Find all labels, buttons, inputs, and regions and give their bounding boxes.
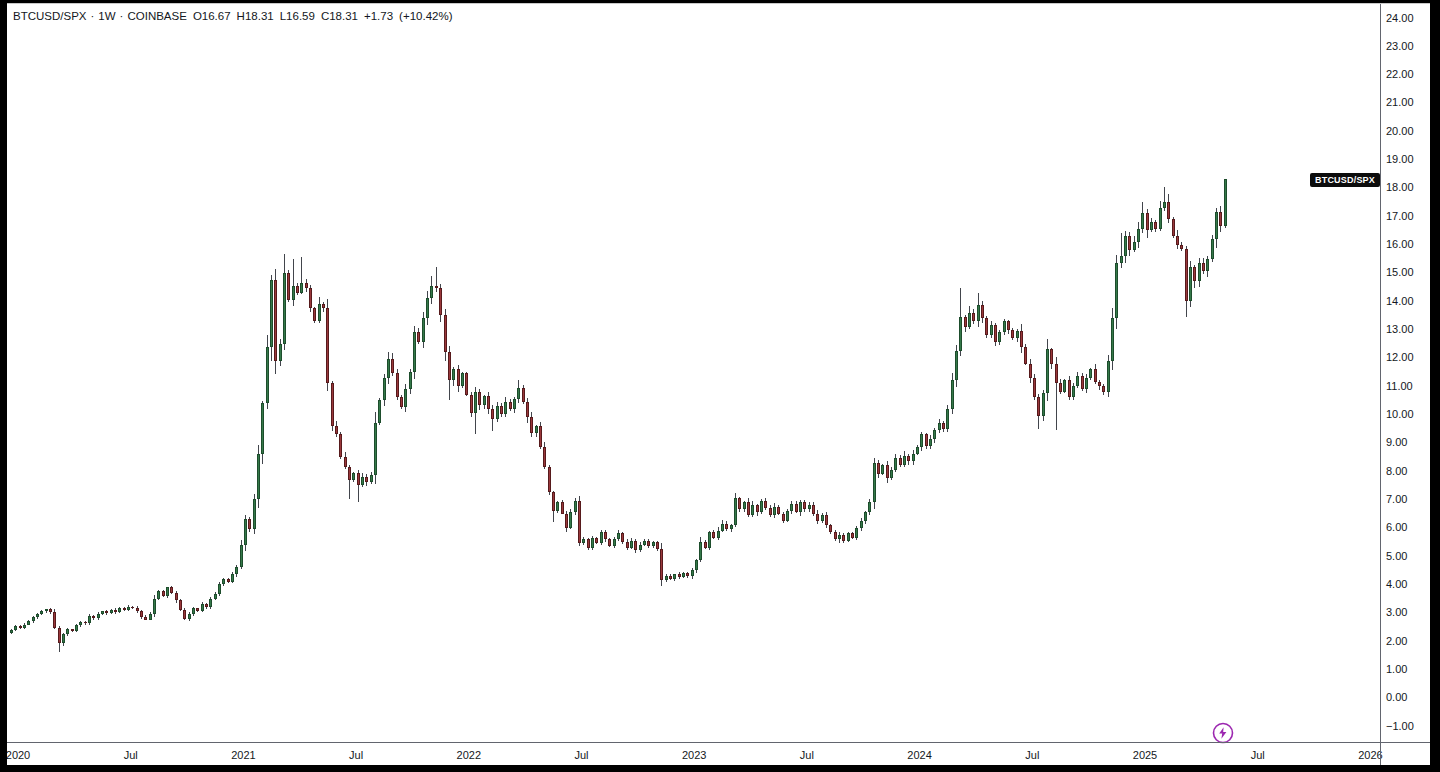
time-tick-label: 2026 [1358,749,1382,761]
time-axis-separator [7,742,1430,743]
time-tick-label: Jul [800,749,814,761]
price-tick-label: 20.00 [1386,125,1414,137]
price-tick-label: 11.00 [1386,380,1413,392]
price-tick-label: 3.00 [1386,606,1407,618]
price-tick-label: 19.00 [1386,153,1414,165]
price-tick-label: 0.00 [1386,691,1407,703]
price-axis-separator [1380,4,1381,765]
high-label: H [237,10,245,22]
price-tick-label: 9.00 [1386,436,1407,448]
price-tick-label: 23.00 [1386,40,1414,52]
price-tick-label: 4.00 [1386,578,1407,590]
price-tick-label: 12.00 [1386,351,1414,363]
price-tick-label: 18.00 [1386,181,1414,193]
price-tick-label: 15.00 [1386,266,1414,278]
high-value: 18.31 [245,10,274,22]
change-value: +1.73 [364,10,393,22]
price-tick-label: 17.00 [1386,210,1414,222]
legend-symbol[interactable]: BTCUSD/SPX [13,10,87,22]
price-tick-label: 10.00 [1386,408,1414,420]
legend-separator: · [120,10,124,22]
time-tick-label: 2023 [682,749,706,761]
low-value: 16.59 [286,10,315,22]
price-tick-label: 5.00 [1386,550,1407,562]
time-tick-label: Jul [574,749,588,761]
window-edge-top [0,0,1440,4]
time-tick-label: Jul [349,749,363,761]
legend-separator: · [91,10,95,22]
price-tick-label: 14.00 [1386,295,1414,307]
price-tick-label: 2.00 [1386,635,1407,647]
price-tick-label: 13.00 [1386,323,1414,335]
price-tick-label: 8.00 [1386,465,1407,477]
legend: BTCUSD/SPX·1W·COINBASEO16.67H18.31L16.59… [13,10,452,22]
time-tick-label: 2021 [231,749,255,761]
price-tick-label: 21.00 [1386,96,1414,108]
price-tick-label: 22.00 [1386,68,1414,80]
time-tick-label: 2025 [1133,749,1157,761]
price-tick-label: 16.00 [1386,238,1414,250]
chart-window: BTCUSD/SPX·1W·COINBASEO16.67H18.31L16.59… [0,0,1440,772]
symbol-price-label: BTCUSD/SPX [1310,173,1380,187]
price-tick-label: 1.00 [1386,663,1407,675]
price-tick-label: 7.00 [1386,493,1407,505]
window-edge-right [1430,0,1440,772]
open-value: 16.67 [202,10,231,22]
close-label: C [321,10,329,22]
change-percent: (+10.42%) [399,10,452,22]
price-tick-label: 24.00 [1386,12,1414,24]
time-tick-label: Jul [1251,749,1265,761]
legend-exchange[interactable]: COINBASE [127,10,186,22]
time-tick-label: Jul [124,749,138,761]
price-tick-label: 6.00 [1386,521,1407,533]
price-tick-label: −1.00 [1386,720,1414,732]
candlestick-chart[interactable] [0,0,1440,772]
window-edge-left [0,0,7,772]
time-tick-label: 2024 [907,749,931,761]
time-tick-label: 2020 [6,749,30,761]
price-axis[interactable]: 24.00 23.00 22.00 21.00 20.00 19.00 18.00 17.00… [1381,0,1430,742]
close-value: 18.31 [329,10,358,22]
legend-interval[interactable]: 1W [98,10,115,22]
open-label: O [193,10,202,22]
time-axis[interactable]: 2020 Jul 2021 Jul 2022 Jul 2023 Jul 2024 Jul 2025 J… [0,743,1430,765]
window-edge-bottom [0,765,1440,772]
time-tick-label: Jul [1025,749,1039,761]
time-tick-label: 2022 [457,749,481,761]
